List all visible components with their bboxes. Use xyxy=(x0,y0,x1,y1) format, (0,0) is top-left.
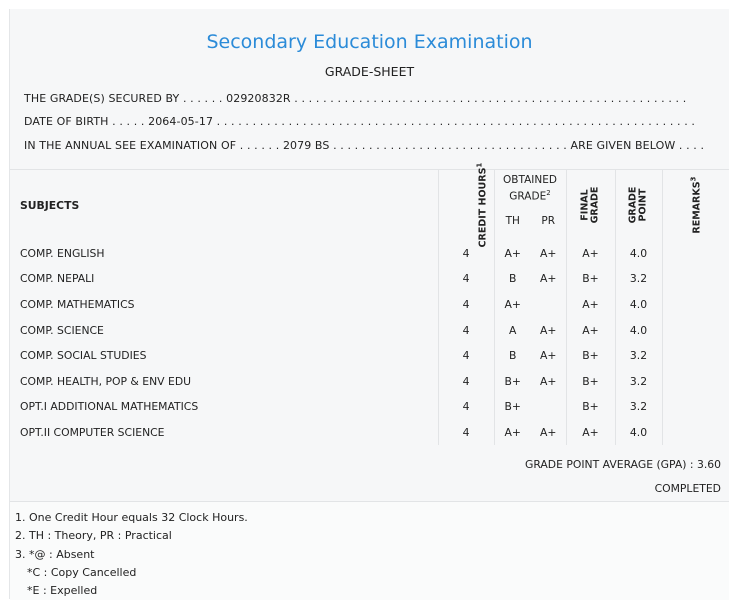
subject-cell: COMP. HEALTH, POP & ENV EDU xyxy=(20,374,192,388)
pr-cell: A+ xyxy=(540,374,557,388)
credit-cell: 4 xyxy=(437,368,494,395)
credit-cell: 4 xyxy=(437,317,494,343)
table-row: OPT.I ADDITIONAL MATHEMATICS 4 B+ B+ 3.2 xyxy=(10,394,729,420)
dob-line: DATE OF BIRTH . . . . . 2064-05-17 . . .… xyxy=(24,115,696,128)
pr-cell: A+ xyxy=(540,323,557,337)
dob-label: DATE OF BIRTH xyxy=(24,115,109,128)
table-row: COMP. MATHEMATICS 4 A+ A+ 4.0 xyxy=(10,291,729,318)
remarks-cell xyxy=(661,240,729,267)
subjects-header: SUBJECTS xyxy=(20,198,80,212)
grade-point-cell: 3.2 xyxy=(614,266,662,292)
footnotes: 1. One Credit Hour equals 32 Clock Hours… xyxy=(10,501,729,600)
th-cell: A+ xyxy=(493,240,531,267)
grade-point-cell: 3.2 xyxy=(614,394,662,420)
credit-cell: 4 xyxy=(437,240,494,267)
remarks-cell xyxy=(661,342,729,369)
pr-cell: A+ xyxy=(540,349,557,363)
pr-header: PR xyxy=(541,214,556,227)
remarks-cell xyxy=(661,266,729,292)
sheet-title: GRADE-SHEET xyxy=(324,64,415,79)
remarks-cell xyxy=(661,291,729,318)
th-cell: A+ xyxy=(493,419,531,446)
secured-by-line: THE GRADE(S) SECURED BY . . . . . . 0292… xyxy=(24,92,687,105)
grade-point-cell: 4.0 xyxy=(614,240,662,267)
credit-hours-header: CREDIT HOURS1 xyxy=(437,163,494,248)
grade-point-header: GRADE POINT xyxy=(614,169,662,241)
th-cell: A+ xyxy=(493,291,531,318)
subject-cell: COMP. MATHEMATICS xyxy=(20,297,135,311)
th-cell: A xyxy=(493,317,531,343)
grade-point-cell: 3.2 xyxy=(614,342,662,369)
subject-cell: COMP. SOCIAL STUDIES xyxy=(20,349,147,363)
credit-cell: 4 xyxy=(437,394,494,420)
subject-cell: COMP. SCIENCE xyxy=(20,323,104,337)
subject-cell: COMP. ENGLISH xyxy=(20,246,105,260)
final-grade-cell: A+ xyxy=(565,291,615,318)
credit-cell: 4 xyxy=(437,291,494,318)
grade-point-cell: 3.2 xyxy=(614,368,662,395)
th-cell: B xyxy=(493,266,531,292)
credit-cell: 4 xyxy=(437,266,494,292)
footnote-1: 1. One Credit Hour equals 32 Clock Hours… xyxy=(15,511,248,524)
credit-cell: 4 xyxy=(437,342,494,369)
footnote-2: 2. TH : Theory, PR : Practical xyxy=(15,529,172,542)
pr-cell xyxy=(531,292,566,318)
th-header: TH xyxy=(505,214,520,227)
exam-suffix: ARE GIVEN BELOW xyxy=(570,139,676,152)
final-grade-cell: B+ xyxy=(565,342,615,369)
dob-value: 2064-05-17 xyxy=(148,115,214,128)
gpa-text: GRADE POINT AVERAGE (GPA) : 3.60 xyxy=(524,458,721,471)
secured-by-label: THE GRADE(S) SECURED BY xyxy=(24,92,180,105)
subject-cell: OPT.II COMPUTER SCIENCE xyxy=(20,425,165,439)
credit-cell: 4 xyxy=(437,419,494,446)
table-row: COMP. HEALTH, POP & ENV EDU 4 B+ A+ B+ 3… xyxy=(10,368,729,395)
remarks-header: REMARKS3 xyxy=(661,169,729,241)
grade-sheet-panel: Secondary Education Examination GRADE-SH… xyxy=(9,9,729,600)
pr-cell: A+ xyxy=(540,246,557,260)
result-status: COMPLETED xyxy=(654,482,721,495)
footnote-copy-cancelled: *C : Copy Cancelled xyxy=(27,566,137,579)
grade-point-cell: 4.0 xyxy=(614,317,662,343)
final-grade-cell: B+ xyxy=(565,394,615,420)
grades-table: SUBJECTS CREDIT HOURS1 OBTAINED GRADE2 T… xyxy=(10,163,729,446)
exam-year: 2079 BS xyxy=(282,139,330,152)
subject-cell: COMP. NEPALI xyxy=(20,272,95,286)
th-cell: B+ xyxy=(493,394,531,420)
table-header-row: SUBJECTS CREDIT HOURS1 OBTAINED GRADE2 T… xyxy=(10,163,729,248)
final-grade-cell: A+ xyxy=(565,240,615,267)
grade-point-cell: 4.0 xyxy=(614,419,662,446)
final-grade-header: FINAL GRADE xyxy=(565,169,615,241)
footnote-3: 3. *@ : Absent xyxy=(15,548,95,561)
final-grade-cell: B+ xyxy=(565,266,615,292)
table-row: OPT.II COMPUTER SCIENCE 4 A+ A+ A+ 4.0 xyxy=(10,419,729,446)
obtained-grade-header: OBTAINED GRADE2 TH PR xyxy=(493,169,566,241)
table-row: COMP. SCIENCE 4 A A+ A+ 4.0 xyxy=(10,317,729,343)
grade-point-cell: 4.0 xyxy=(614,291,662,318)
final-grade-cell: B+ xyxy=(565,368,615,395)
exam-line: IN THE ANNUAL SEE EXAMINATION OF . . . .… xyxy=(24,139,705,152)
remarks-cell xyxy=(661,368,729,395)
pr-cell: A+ xyxy=(540,425,557,439)
exam-title: Secondary Education Examination xyxy=(206,31,533,53)
remarks-cell xyxy=(661,317,729,343)
remarks-cell xyxy=(661,394,729,420)
subject-cell: OPT.I ADDITIONAL MATHEMATICS xyxy=(20,400,199,414)
th-cell: B xyxy=(493,342,531,369)
exam-label: IN THE ANNUAL SEE EXAMINATION OF xyxy=(24,139,237,152)
footnote-expelled: *E : Expelled xyxy=(27,584,98,597)
table-row: COMP. SOCIAL STUDIES 4 B A+ B+ 3.2 xyxy=(10,342,729,369)
th-cell: B+ xyxy=(493,368,531,395)
final-grade-cell: A+ xyxy=(565,317,615,343)
remarks-cell xyxy=(661,419,729,446)
pr-cell xyxy=(531,394,566,420)
symbol-number: 02920832R xyxy=(226,92,291,105)
pr-cell: A+ xyxy=(540,272,557,286)
table-row: COMP. ENGLISH 4 A+ A+ A+ 4.0 xyxy=(10,240,729,267)
final-grade-cell: A+ xyxy=(565,419,615,446)
table-row: COMP. NEPALI 4 B A+ B+ 3.2 xyxy=(10,266,729,292)
